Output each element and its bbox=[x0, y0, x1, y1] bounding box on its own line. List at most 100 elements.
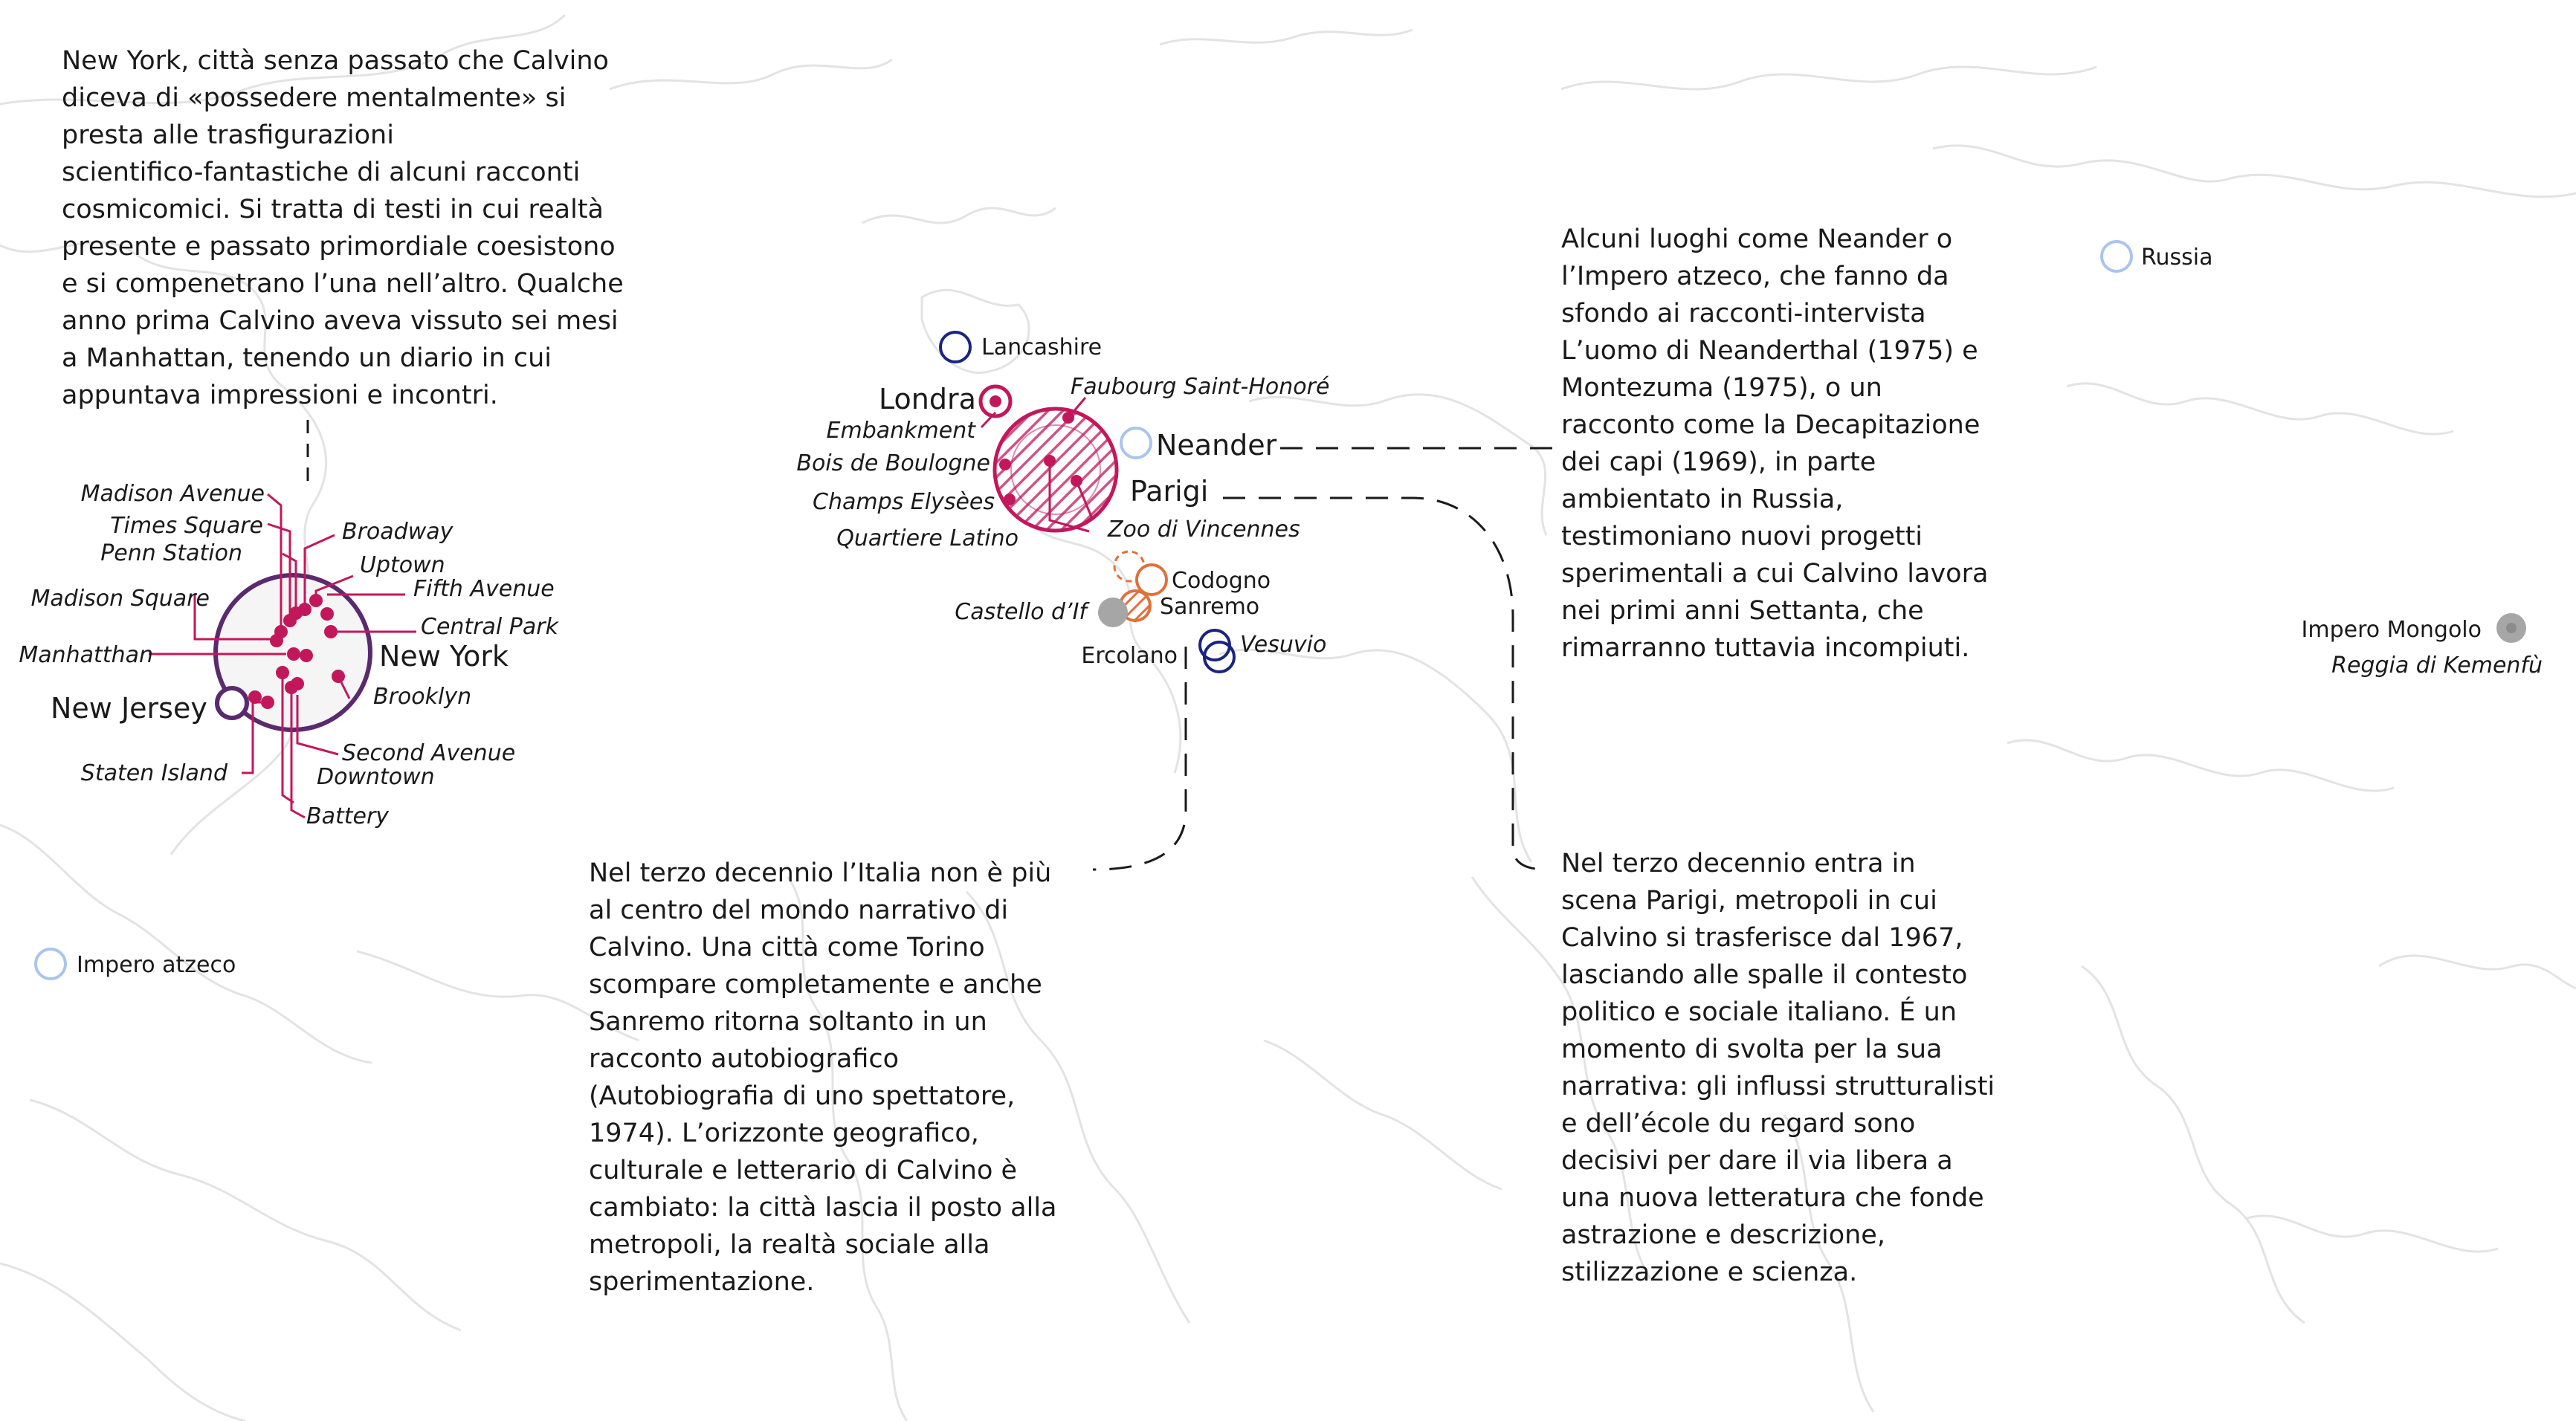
broadway-label: Broadway bbox=[342, 519, 454, 545]
text-line: lasciando alle spalle il contesto bbox=[1561, 960, 1968, 990]
text-line: Calvino si trasferisce dal 1967, bbox=[1561, 923, 1963, 953]
new-york-label: New York bbox=[379, 640, 509, 673]
parigi-circle[interactable] bbox=[992, 407, 1119, 533]
europe-cluster: Lancashire Londra Embankment Faubourg Sa… bbox=[796, 331, 1555, 871]
zoo-label: Zoo di Vincennes bbox=[1107, 517, 1300, 543]
text-line: ambientato in Russia, bbox=[1561, 485, 1844, 514]
second-avenue-label: Second Avenue bbox=[342, 740, 515, 766]
manhattan-label: Manhatthan bbox=[19, 642, 153, 668]
text-line: sperimentali a cui Calvino lavora bbox=[1561, 559, 1989, 589]
lancashire-label: Lancashire bbox=[981, 334, 1102, 360]
text-line: cosmicomici. Si tratta di testi in cui r… bbox=[62, 195, 604, 224]
downtown-label: Downtown bbox=[317, 764, 435, 790]
text-line: nei primi anni Settanta, che bbox=[1561, 596, 1924, 626]
text-line: L’uomo di Neanderthal (1975) e bbox=[1561, 336, 1978, 366]
text-line: e dell’école du regard sono bbox=[1561, 1109, 1916, 1139]
text-line: l’Impero atzeco, che fanno da bbox=[1561, 262, 1949, 291]
ercolano-label: Ercolano bbox=[1081, 643, 1178, 669]
text-line: narrativa: gli influssi strutturalisti bbox=[1561, 1072, 1995, 1101]
text-line: Calvino. Una città come Torino bbox=[589, 933, 985, 962]
dashed-connectors-europe bbox=[1092, 447, 1555, 871]
londra-label: Londra bbox=[879, 383, 976, 415]
text-line: Nel terzo decennio l’Italia non è più bbox=[589, 858, 1052, 888]
italia-paragraph: Nel terzo decennio l’Italia non è più al… bbox=[589, 855, 1057, 1301]
text-line: una nuova letteratura che fonde bbox=[1561, 1183, 1984, 1213]
text-line: cambiato: la città lascia il posto alla bbox=[589, 1193, 1057, 1223]
russia-circle[interactable] bbox=[2100, 240, 2133, 273]
text-line: testimoniano nuovi progetti bbox=[1561, 522, 1923, 551]
vesuvio-label: Vesuvio bbox=[1240, 632, 1326, 658]
text-line: sfondo ai racconti-intervista bbox=[1561, 299, 1926, 328]
new-york-cluster: New York New Jersey Madison Avenue Times… bbox=[19, 420, 560, 829]
text-line: dei capi (1969), in parte bbox=[1561, 447, 1876, 477]
text-line: racconto autobiografico bbox=[589, 1044, 900, 1074]
text-line: presente e passato primordiale coesiston… bbox=[62, 232, 616, 262]
text-line: stilizzazione e scienza. bbox=[1561, 1257, 1858, 1287]
impero-mongolo-label: Impero Mongolo bbox=[2302, 617, 2482, 643]
quartiere-latino-label: Quartiere Latino bbox=[836, 525, 1019, 551]
sanremo-label: Sanremo bbox=[1160, 594, 1259, 620]
impero-mongolo-dot bbox=[2506, 623, 2517, 633]
impero-atzeco-circle[interactable] bbox=[34, 948, 67, 980]
embankment-label: Embankment bbox=[827, 418, 977, 444]
battery-label: Battery bbox=[306, 803, 390, 829]
embankment-leader bbox=[980, 411, 997, 429]
text-line: Nel terzo decennio entra in bbox=[1561, 849, 1916, 878]
lancashire-circle[interactable] bbox=[939, 331, 972, 363]
text-line: scompare completamente e anche bbox=[589, 970, 1042, 1000]
impero-atzeco-label: Impero atzeco bbox=[77, 952, 236, 978]
neander-paragraph: Alcuni luoghi come Neander o l’Impero at… bbox=[1561, 221, 1988, 667]
new-jersey-dot bbox=[248, 690, 262, 704]
neander-circle[interactable] bbox=[1120, 427, 1152, 459]
text-line: momento di svolta per la sua bbox=[1561, 1035, 1943, 1064]
codogno-circle[interactable] bbox=[1135, 563, 1168, 596]
text-line: Alcuni luoghi come Neander o bbox=[1561, 224, 1953, 254]
text-line: New York, città senza passato che Calvin… bbox=[62, 46, 609, 76]
text-line: al centro del mondo narrativo di bbox=[589, 896, 1009, 925]
text-line: scientifico-fantastiche di alcuni raccon… bbox=[62, 158, 581, 187]
madison-avenue-label: Madison Avenue bbox=[81, 481, 265, 507]
text-line: decisivi per dare il via libera a bbox=[1561, 1146, 1953, 1176]
bois-de-boulogne-label: Bois de Boulogne bbox=[796, 450, 990, 476]
uptown-label: Uptown bbox=[360, 552, 445, 578]
new-york-paragraph: New York, città senza passato che Calvin… bbox=[62, 42, 624, 414]
fifth-avenue-label: Fifth Avenue bbox=[413, 576, 555, 602]
text-line: appuntava impressioni e incontri. bbox=[62, 381, 498, 410]
text-line: culturale e letterario di Calvino è bbox=[589, 1156, 1018, 1185]
staten-island-label: Staten Island bbox=[81, 760, 228, 786]
neander-label: Neander bbox=[1156, 429, 1277, 462]
text-line: e si compenetrano l’una nell’altro. Qual… bbox=[62, 269, 624, 299]
parigi-paragraph: Nel terzo decennio entra in scena Parigi… bbox=[1561, 845, 1995, 1291]
text-line: diceva di «possedere mentalmente» si bbox=[62, 83, 566, 113]
ny-leader-lines bbox=[149, 493, 416, 819]
world-places: Russia Impero atzeco Impero Mongolo Regg… bbox=[34, 240, 2543, 980]
text-line: astrazione e descrizione, bbox=[1561, 1220, 1885, 1250]
text-line: rimarranno tuttavia incompiuti. bbox=[1561, 633, 1970, 663]
text-line: sperimentazione. bbox=[589, 1267, 815, 1297]
times-square-label: Times Square bbox=[110, 513, 263, 539]
parigi-label: Parigi bbox=[1130, 475, 1208, 508]
text-line: Sanremo ritorna soltanto in un bbox=[589, 1007, 987, 1037]
russia-label: Russia bbox=[2141, 245, 2213, 271]
brooklyn-label: Brooklyn bbox=[373, 684, 471, 710]
ny-dots bbox=[261, 594, 345, 709]
madison-square-label: Madison Square bbox=[31, 586, 210, 612]
vesuvio-circle[interactable] bbox=[1203, 641, 1236, 673]
parigi-inner bbox=[1010, 424, 1101, 515]
reggia-label: Reggia di Kemenfù bbox=[2331, 653, 2543, 679]
codogno-label: Codogno bbox=[1172, 568, 1271, 594]
castello-label: Castello d’If bbox=[955, 599, 1090, 625]
text-line: racconto come la Decapitazione bbox=[1561, 410, 1981, 440]
new-jersey-circle[interactable] bbox=[215, 686, 249, 720]
parigi-leaders bbox=[1048, 397, 1094, 533]
faubourg-label: Faubourg Saint-Honoré bbox=[1071, 374, 1329, 400]
text-line: Montezuma (1975), o un bbox=[1561, 373, 1882, 403]
text-line: metropoli, la realtà sociale alla bbox=[589, 1230, 990, 1260]
text-line: anno prima Calvino aveva vissuto sei mes… bbox=[62, 306, 619, 336]
central-park-label: Central Park bbox=[421, 614, 560, 640]
champs-elysees-label: Champs Elysèes bbox=[813, 489, 995, 515]
penn-station-label: Penn Station bbox=[100, 540, 242, 566]
text-line: presta alle trasfigurazioni bbox=[62, 120, 394, 150]
castello-circle[interactable] bbox=[1098, 598, 1128, 627]
